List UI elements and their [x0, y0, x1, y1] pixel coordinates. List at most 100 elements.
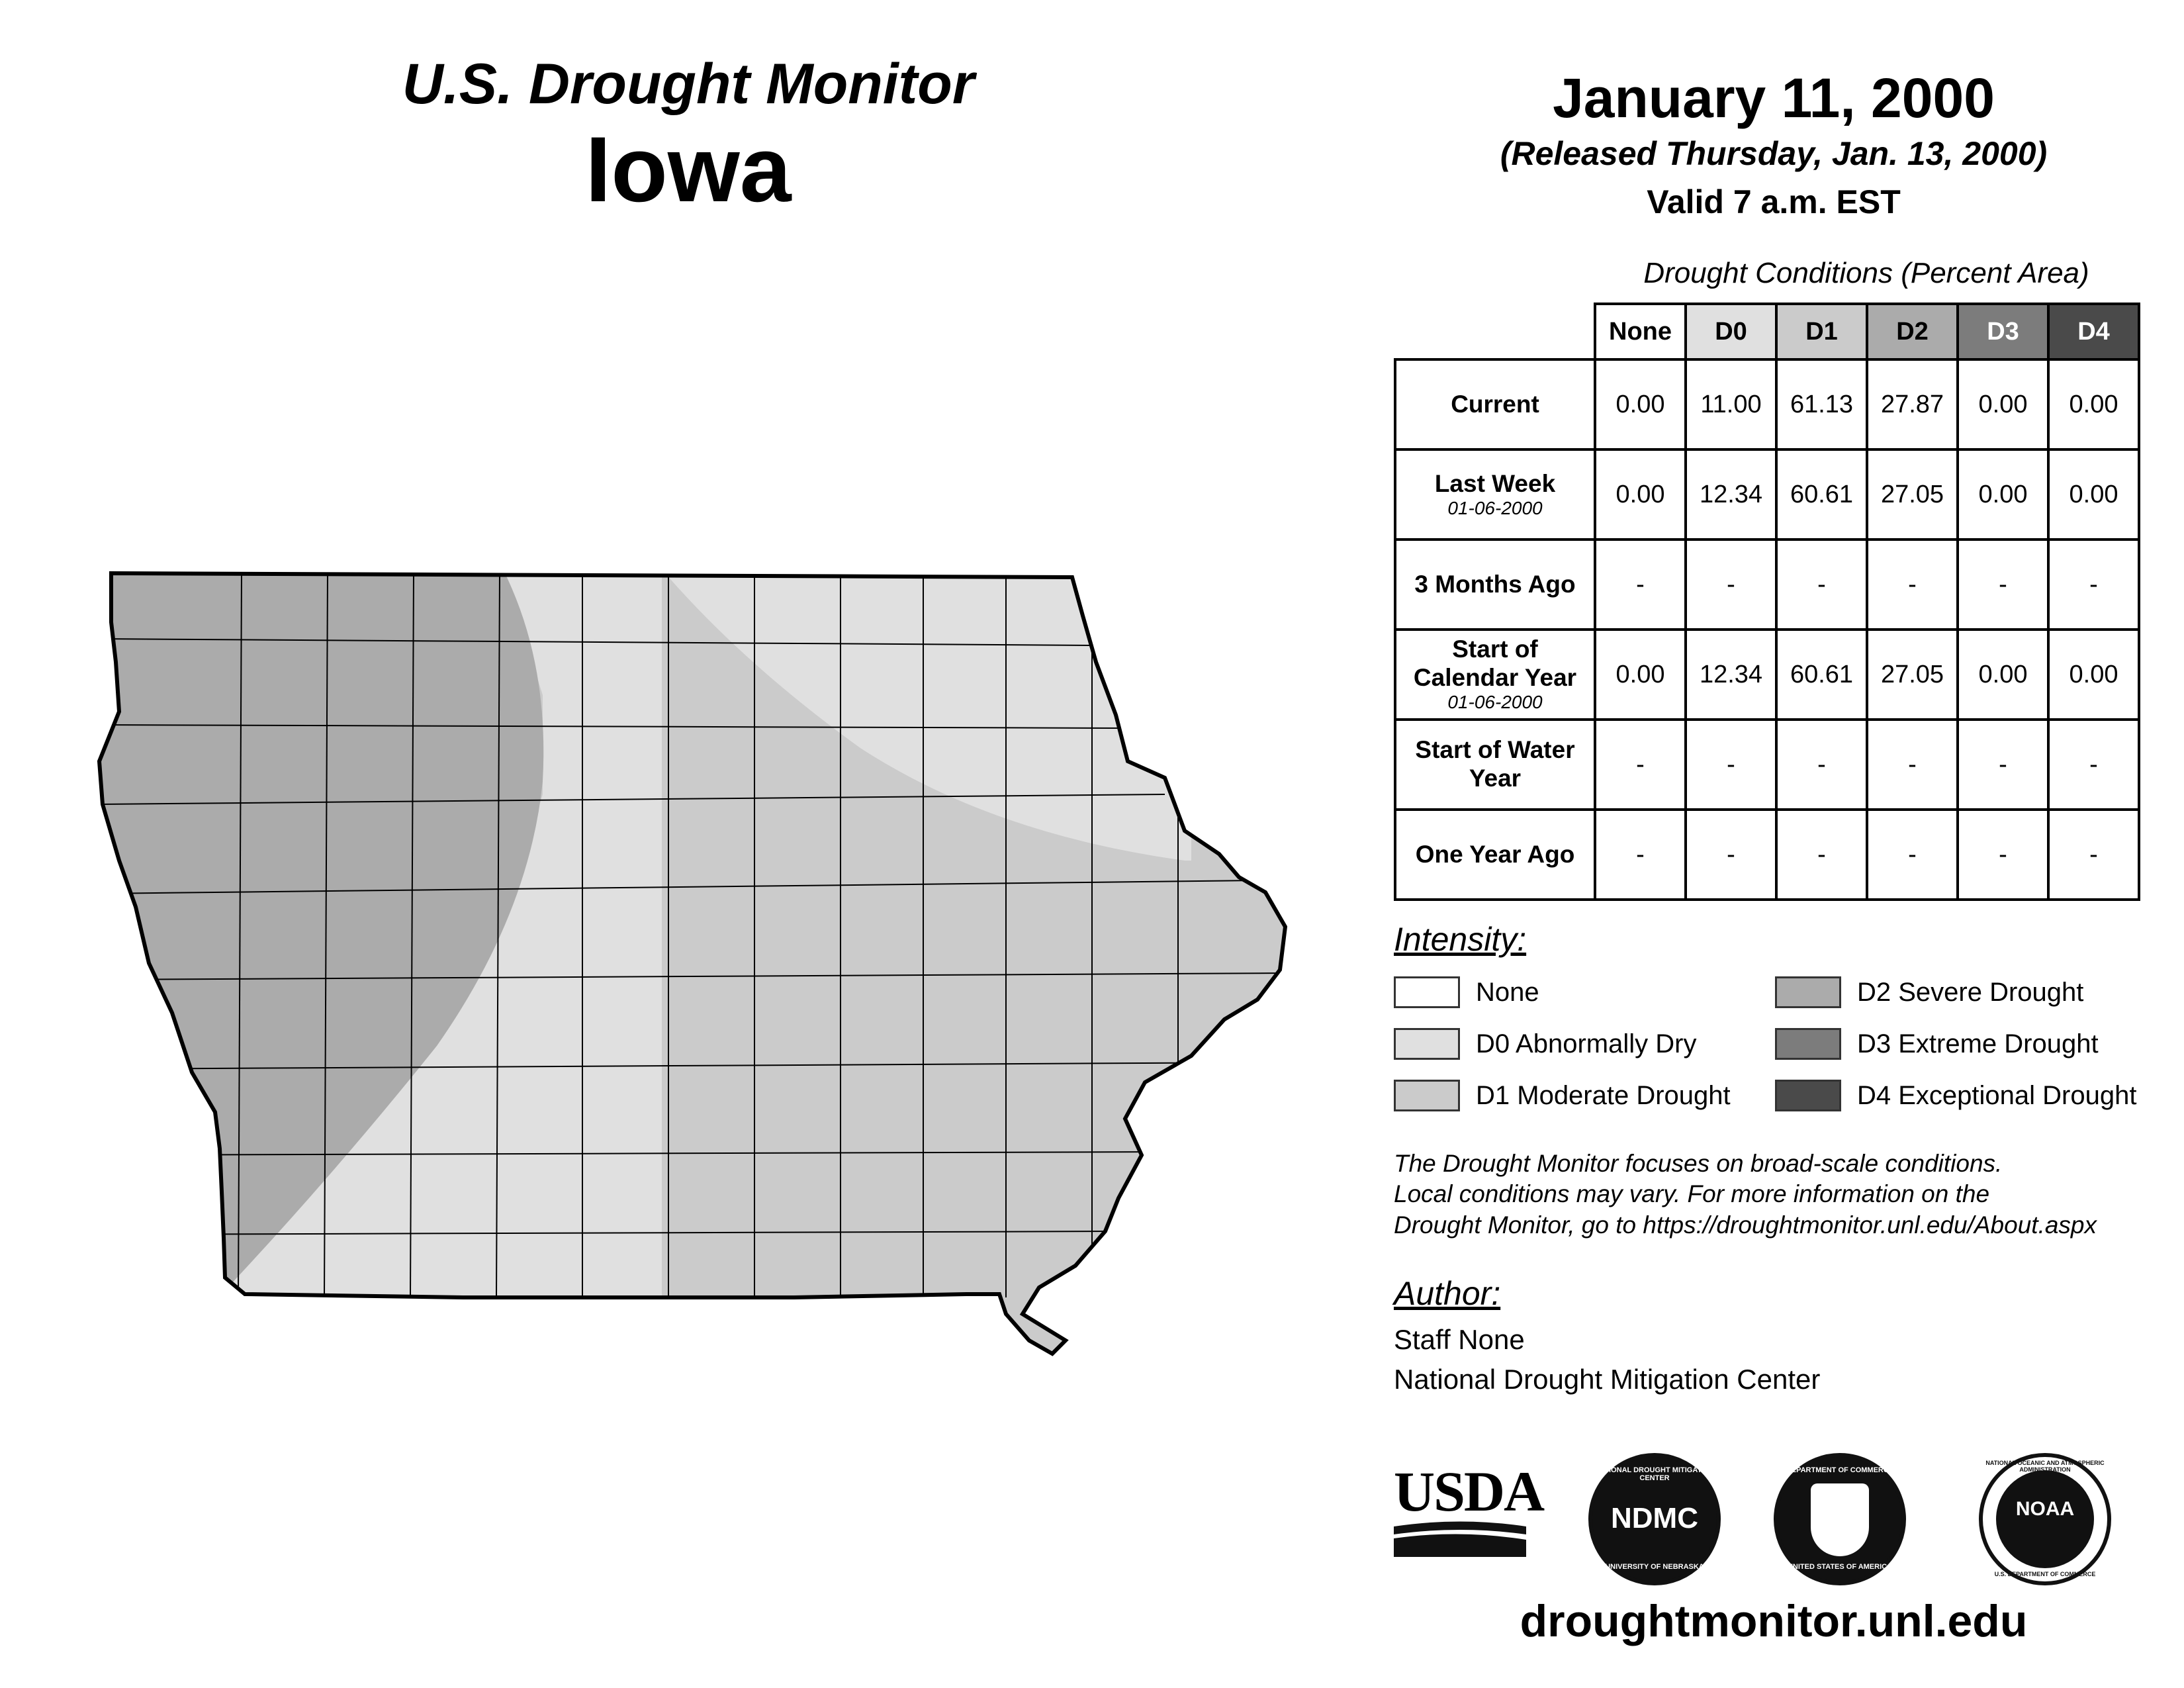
- table-row: 3 Months Ago - - - - - -: [1394, 538, 2140, 631]
- county-line-v1: [238, 573, 242, 1298]
- legend-swatch: [1394, 1028, 1460, 1060]
- legend-swatch: [1775, 1028, 1841, 1060]
- legend-item-d4: D4 Exceptional Drought: [1775, 1080, 2136, 1111]
- zone-d0-southwest: [132, 573, 662, 1354]
- table-header-row: None D0 D1 D2 D3 D4: [1395, 303, 2140, 359]
- row-label-text: Last Week: [1434, 469, 1556, 497]
- table-cell: 60.61: [1775, 628, 1868, 721]
- notes-line: Local conditions may vary. For more info…: [1394, 1180, 1990, 1208]
- county-line-v4: [496, 573, 500, 1298]
- noaa-bird-icon: [1996, 1470, 2094, 1568]
- monitor-title: U.S. Drought Monitor: [402, 52, 975, 116]
- table-cell: -: [1866, 718, 1959, 811]
- row-sublabel: 01-06-2000: [1447, 498, 1543, 519]
- valid-time: Valid 7 a.m. EST: [1647, 183, 1901, 220]
- legend-item-d0: D0 Abnormally Dry: [1394, 1028, 1696, 1060]
- table-cell: 11.00: [1684, 358, 1778, 451]
- zone-d0-northeast: [662, 573, 1191, 861]
- header-d0: D0: [1684, 303, 1778, 359]
- table-cell: -: [1684, 808, 1778, 901]
- legend-swatch: [1775, 1080, 1841, 1111]
- table-cell: 27.05: [1866, 448, 1959, 541]
- county-line-v3: [410, 573, 414, 1298]
- header-d1: D1: [1775, 303, 1868, 359]
- row-label-text: One Year Ago: [1415, 840, 1575, 868]
- table-cell: -: [1594, 808, 1687, 901]
- ndmc-ring-top: NATIONAL DROUGHT MITIGATION CENTER: [1594, 1466, 1715, 1482]
- ndmc-ring-bottom: UNIVERSITY OF NEBRASKA: [1605, 1563, 1704, 1571]
- notes-line: The Drought Monitor focuses on broad-sca…: [1394, 1150, 2003, 1177]
- row-label-text: 3 Months Ago: [1414, 570, 1576, 598]
- table-cell: 0.00: [1594, 628, 1687, 721]
- table-cell: 12.34: [1684, 628, 1778, 721]
- table-cell: -: [1775, 808, 1868, 901]
- row-label: One Year Ago: [1394, 808, 1596, 901]
- legend-swatch: [1775, 976, 1841, 1008]
- table-cell: 0.00: [1956, 448, 2050, 541]
- row-label-text: Start of Water Year: [1415, 736, 1575, 792]
- iowa-outline: [97, 571, 1288, 1356]
- table-cell: -: [1775, 538, 1868, 631]
- legend-label: D2 Severe Drought: [1857, 977, 2084, 1007]
- table-cell: 0.00: [2047, 358, 2140, 451]
- table-cell: -: [1956, 718, 2050, 811]
- noaa-ring-top: NATIONAL OCEANIC AND ATMOSPHERIC ADMINIS…: [1985, 1460, 2105, 1473]
- noaa-ring-bottom: U.S. DEPARTMENT OF COMMERCE: [1994, 1571, 2096, 1577]
- county-line-h5: [99, 972, 1285, 980]
- legend-label: D0 Abnormally Dry: [1476, 1029, 1697, 1058]
- table-cell: -: [1866, 808, 1959, 901]
- legend-item-none: None: [1394, 976, 1539, 1008]
- noaa-logo-text: NOAA: [2015, 1498, 2075, 1520]
- notes-line: Drought Monitor, go to https://droughtmo…: [1394, 1211, 2097, 1239]
- ndmc-logo-text: NDMC: [1611, 1502, 1698, 1534]
- legend-label: D4 Exceptional Drought: [1857, 1080, 2137, 1110]
- table-cell: -: [1775, 718, 1868, 811]
- ndmc-logo: NDMC NATIONAL DROUGHT MITIGATION CENTER …: [1588, 1453, 1721, 1585]
- conditions-title: Drought Conditions (Percent Area): [1643, 257, 2089, 289]
- title-block: U.S. Drought Monitor Iowa: [251, 53, 1125, 222]
- row-label-text: Current: [1451, 390, 1539, 418]
- row-label-text: Start of Calendar Year: [1413, 635, 1577, 691]
- website-link[interactable]: droughtmonitor.unl.edu: [1520, 1596, 2028, 1646]
- table-cell: 0.00: [1594, 448, 1687, 541]
- table-cell: 0.00: [2047, 448, 2140, 541]
- header-none: None: [1594, 303, 1687, 359]
- table-row: Start of Water Year - - - - - -: [1394, 718, 2140, 811]
- commerce-ring-top: DEPARTMENT OF COMMERCE: [1786, 1466, 1894, 1474]
- header-blank: [1395, 304, 1595, 359]
- table-cell: 61.13: [1775, 358, 1868, 451]
- table-cell: 27.05: [1866, 628, 1959, 721]
- table-cell: -: [1956, 538, 2050, 631]
- legend-item-d3: D3 Extreme Drought: [1775, 1028, 2099, 1060]
- table-cell: -: [1684, 718, 1778, 811]
- legend-item-d1: D1 Moderate Drought: [1394, 1080, 1731, 1111]
- noaa-logo: NOAA NATIONAL OCEANIC AND ATMOSPHERIC AD…: [1979, 1453, 2111, 1585]
- table-cell: 12.34: [1684, 448, 1778, 541]
- table-row: Last Week 01-06-2000 0.00 12.34 60.61 27.…: [1394, 448, 2140, 541]
- legend-swatch: [1394, 1080, 1460, 1111]
- author-name: Staff None: [1394, 1324, 1525, 1355]
- drought-zones: [99, 573, 1285, 1354]
- eagle-shield-icon: [1811, 1483, 1869, 1556]
- county-line-h6: [99, 1062, 1258, 1070]
- county-line-h8: [99, 1231, 1126, 1235]
- row-label: Start of Water Year: [1394, 718, 1596, 811]
- county-line-h4: [99, 880, 1258, 894]
- author-organization: National Drought Mitigation Center: [1394, 1364, 1821, 1395]
- legend-swatch: [1394, 976, 1460, 1008]
- table-cell: -: [1594, 718, 1687, 811]
- header-d4: D4: [2047, 303, 2140, 359]
- county-line-h3: [99, 794, 1165, 805]
- table-cell: 60.61: [1775, 448, 1868, 541]
- county-lines: [99, 573, 1285, 1298]
- table-row: Start of Calendar Year 01-06-2000 0.00 12…: [1394, 628, 2140, 721]
- county-line-h2: [99, 724, 1126, 729]
- usda-logo: USDA: [1394, 1463, 1545, 1562]
- county-line-v2: [324, 573, 328, 1298]
- table-cell: 27.87: [1866, 358, 1959, 451]
- table-cell: 0.00: [1956, 628, 2050, 721]
- table-cell: 0.00: [1594, 358, 1687, 451]
- table-cell: -: [1956, 808, 2050, 901]
- header-d2: D2: [1866, 303, 1959, 359]
- table-cell: -: [2047, 718, 2140, 811]
